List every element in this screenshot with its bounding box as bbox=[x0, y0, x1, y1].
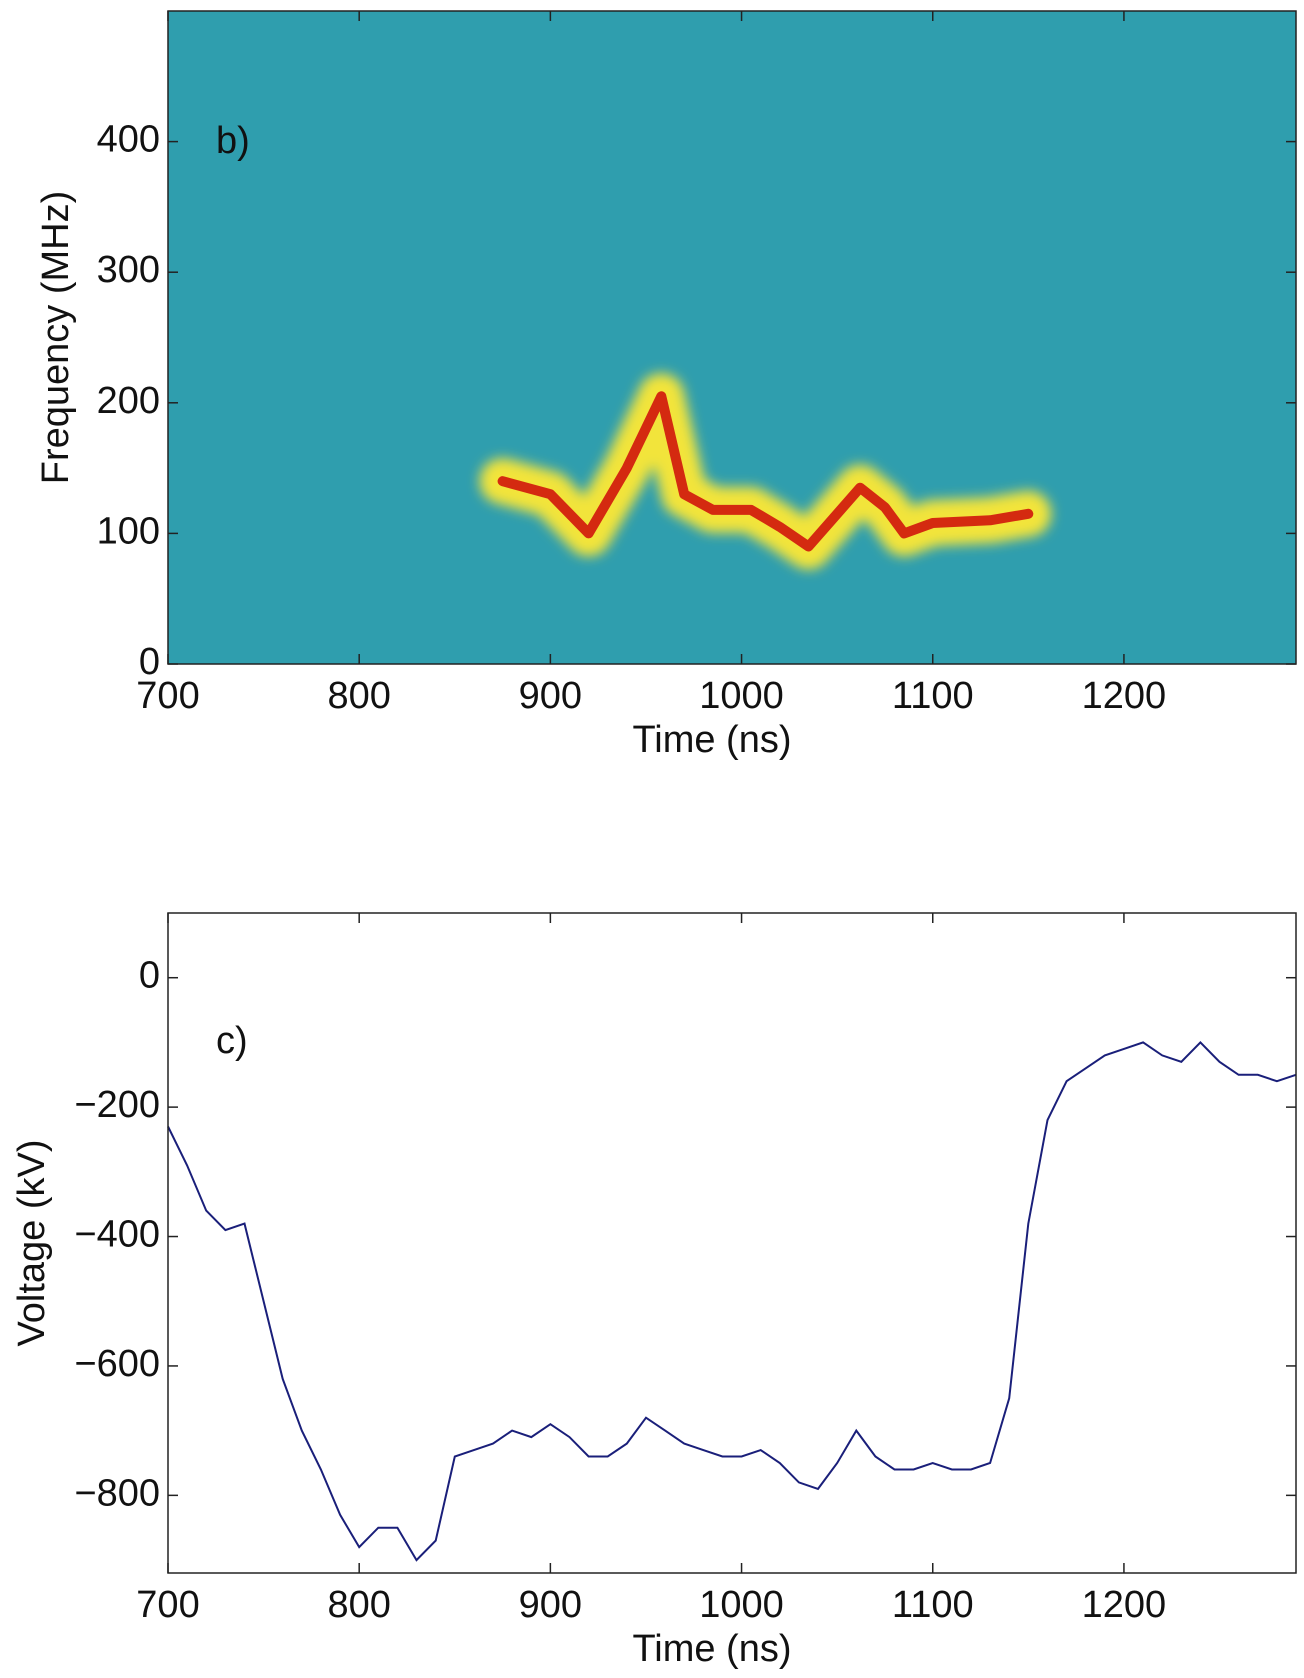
y-tick-label: −600 bbox=[74, 1343, 160, 1385]
x-tick-label: 700 bbox=[136, 1584, 199, 1626]
x-tick-label: 1100 bbox=[892, 675, 974, 717]
panel-label: b) bbox=[216, 120, 250, 162]
panel-label: c) bbox=[216, 1020, 248, 1062]
x-tick-label: 1000 bbox=[699, 1584, 784, 1626]
y-axis-label: Voltage (kV) bbox=[11, 1140, 53, 1347]
x-tick-label: 1200 bbox=[1082, 675, 1167, 717]
ridge bbox=[497, 391, 1034, 552]
x-tick-label: 1200 bbox=[1082, 1584, 1167, 1626]
plot-frame bbox=[167, 10, 1297, 665]
y-tick-label: 0 bbox=[139, 641, 160, 683]
plot-frame bbox=[167, 912, 1297, 1574]
x-tick-label: 700 bbox=[136, 675, 199, 717]
plot-background bbox=[168, 11, 1296, 664]
x-tick-label: 1000 bbox=[699, 675, 784, 717]
y-tick-label: −400 bbox=[74, 1214, 160, 1256]
x-axis-label: Time (ns) bbox=[632, 719, 791, 761]
y-tick-label: 300 bbox=[97, 249, 160, 291]
y-tick-label: 100 bbox=[97, 510, 160, 552]
x-axis-label: Time (ns) bbox=[632, 1628, 791, 1670]
y-tick-label: 200 bbox=[97, 380, 160, 422]
y-tick-label: −200 bbox=[74, 1084, 160, 1126]
x-tick-label: 800 bbox=[327, 1584, 390, 1626]
y-tick-label: 400 bbox=[97, 119, 160, 161]
line bbox=[167, 1040, 1297, 1562]
x-tick-label: 800 bbox=[327, 675, 390, 717]
x-tick-label: 1100 bbox=[892, 1584, 974, 1626]
y-tick-label: −800 bbox=[74, 1472, 160, 1514]
x-tick-label: 900 bbox=[519, 1584, 582, 1626]
y-axis-label: Frequency (MHz) bbox=[35, 191, 77, 485]
x-tick-label: 900 bbox=[519, 675, 582, 717]
y-tick-label: 0 bbox=[139, 955, 160, 997]
